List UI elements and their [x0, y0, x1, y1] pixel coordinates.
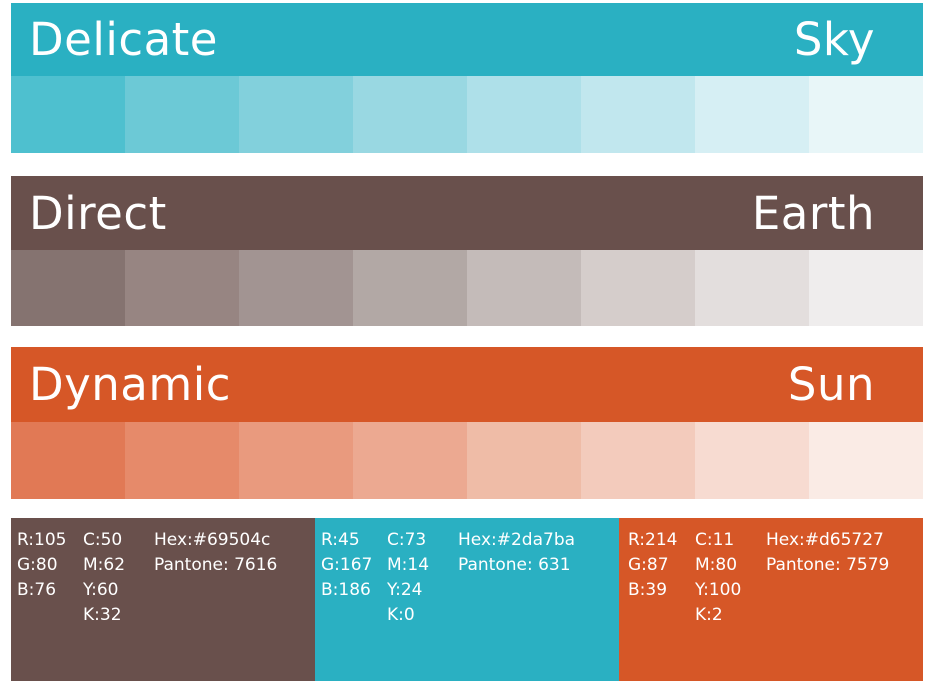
cmyk-values: C:50 M:62 Y:60 K:32: [83, 528, 125, 628]
tint-swatch: [809, 422, 923, 499]
tint-swatch: [467, 250, 581, 326]
palette-header: Dynamic Sun: [11, 347, 923, 422]
cmyk-c: C:11: [695, 530, 735, 550]
pantone-value: Pantone: 7579: [766, 555, 890, 575]
color-spec-earth: R:105 G:80 B:76 C:50 M:62 Y:60 K:32 Hex:…: [11, 518, 315, 681]
hex-value: Hex:#d65727: [766, 530, 884, 550]
cmyk-values: C:11 M:80 Y:100 K:2: [695, 528, 741, 628]
cmyk-y: Y:24: [387, 580, 423, 600]
palette-left-word: Dynamic: [29, 358, 231, 411]
rgb-g: G:87: [628, 555, 669, 575]
palette-header: Direct Earth: [11, 176, 923, 250]
rgb-b: B:39: [628, 580, 668, 600]
cmyk-m: M:80: [695, 555, 738, 575]
hex-pantone: Hex:#2da7ba Pantone: 631: [458, 528, 575, 578]
tint-swatch: [125, 250, 239, 326]
tint-swatch: [353, 76, 467, 153]
palette-sky: Delicate Sky: [11, 3, 923, 153]
cmyk-c: C:50: [83, 530, 123, 550]
tint-swatch: [11, 250, 125, 326]
cmyk-values: C:73 M:14 Y:24 K:0: [387, 528, 429, 628]
tint-swatch: [239, 250, 353, 326]
rgb-values: R:105 G:80 B:76: [17, 528, 66, 603]
cmyk-y: Y:100: [695, 580, 742, 600]
palette-sun: Dynamic Sun: [11, 347, 923, 499]
tint-swatch: [353, 250, 467, 326]
tint-swatch: [125, 422, 239, 499]
tint-swatch: [581, 76, 695, 153]
rgb-g: G:167: [321, 555, 373, 575]
tint-swatch: [467, 422, 581, 499]
tint-swatch: [467, 76, 581, 153]
palette-right-word: Sky: [793, 13, 875, 66]
hex-value: Hex:#2da7ba: [458, 530, 576, 550]
color-spec-sun: R:214 G:87 B:39 C:11 M:80 Y:100 K:2 Hex:…: [619, 518, 923, 681]
rgb-b: B:76: [17, 580, 57, 600]
hex-pantone: Hex:#d65727 Pantone: 7579: [766, 528, 889, 578]
rgb-g: G:80: [17, 555, 58, 575]
color-spec-sky: R:45 G:167 B:186 C:73 M:14 Y:24 K:0 Hex:…: [315, 518, 619, 681]
cmyk-m: M:62: [83, 555, 126, 575]
cmyk-k: K:0: [387, 605, 415, 625]
cmyk-m: M:14: [387, 555, 430, 575]
tint-swatch: [695, 250, 809, 326]
tint-swatch-row: [11, 76, 923, 153]
palette-header: Delicate Sky: [11, 3, 923, 76]
tint-swatch: [239, 76, 353, 153]
palette-left-word: Direct: [29, 186, 167, 240]
tint-swatch-row: [11, 250, 923, 326]
palette-right-word: Earth: [751, 186, 875, 240]
cmyk-k: K:2: [695, 605, 723, 625]
tint-swatch: [809, 250, 923, 326]
hex-value: Hex:#69504c: [154, 530, 271, 550]
pantone-value: Pantone: 631: [458, 555, 571, 575]
cmyk-k: K:32: [83, 605, 122, 625]
pantone-value: Pantone: 7616: [154, 555, 278, 575]
palette-earth: Direct Earth: [11, 176, 923, 326]
rgb-b: B:186: [321, 580, 371, 600]
palette-right-word: Sun: [787, 358, 875, 411]
rgb-values: R:45 G:167 B:186: [321, 528, 372, 603]
tint-swatch: [11, 76, 125, 153]
tint-swatch: [11, 422, 125, 499]
rgb-r: R:105: [17, 530, 67, 550]
tint-swatch: [581, 250, 695, 326]
palette-left-word: Delicate: [29, 13, 218, 66]
tint-swatch: [809, 76, 923, 153]
rgb-r: R:45: [321, 530, 360, 550]
tint-swatch: [695, 422, 809, 499]
rgb-r: R:214: [628, 530, 678, 550]
tint-swatch: [695, 76, 809, 153]
hex-pantone: Hex:#69504c Pantone: 7616: [154, 528, 277, 578]
rgb-values: R:214 G:87 B:39: [628, 528, 677, 603]
cmyk-y: Y:60: [83, 580, 119, 600]
tint-swatch: [353, 422, 467, 499]
tint-swatch-row: [11, 422, 923, 499]
tint-swatch: [239, 422, 353, 499]
tint-swatch: [125, 76, 239, 153]
cmyk-c: C:73: [387, 530, 427, 550]
tint-swatch: [581, 422, 695, 499]
